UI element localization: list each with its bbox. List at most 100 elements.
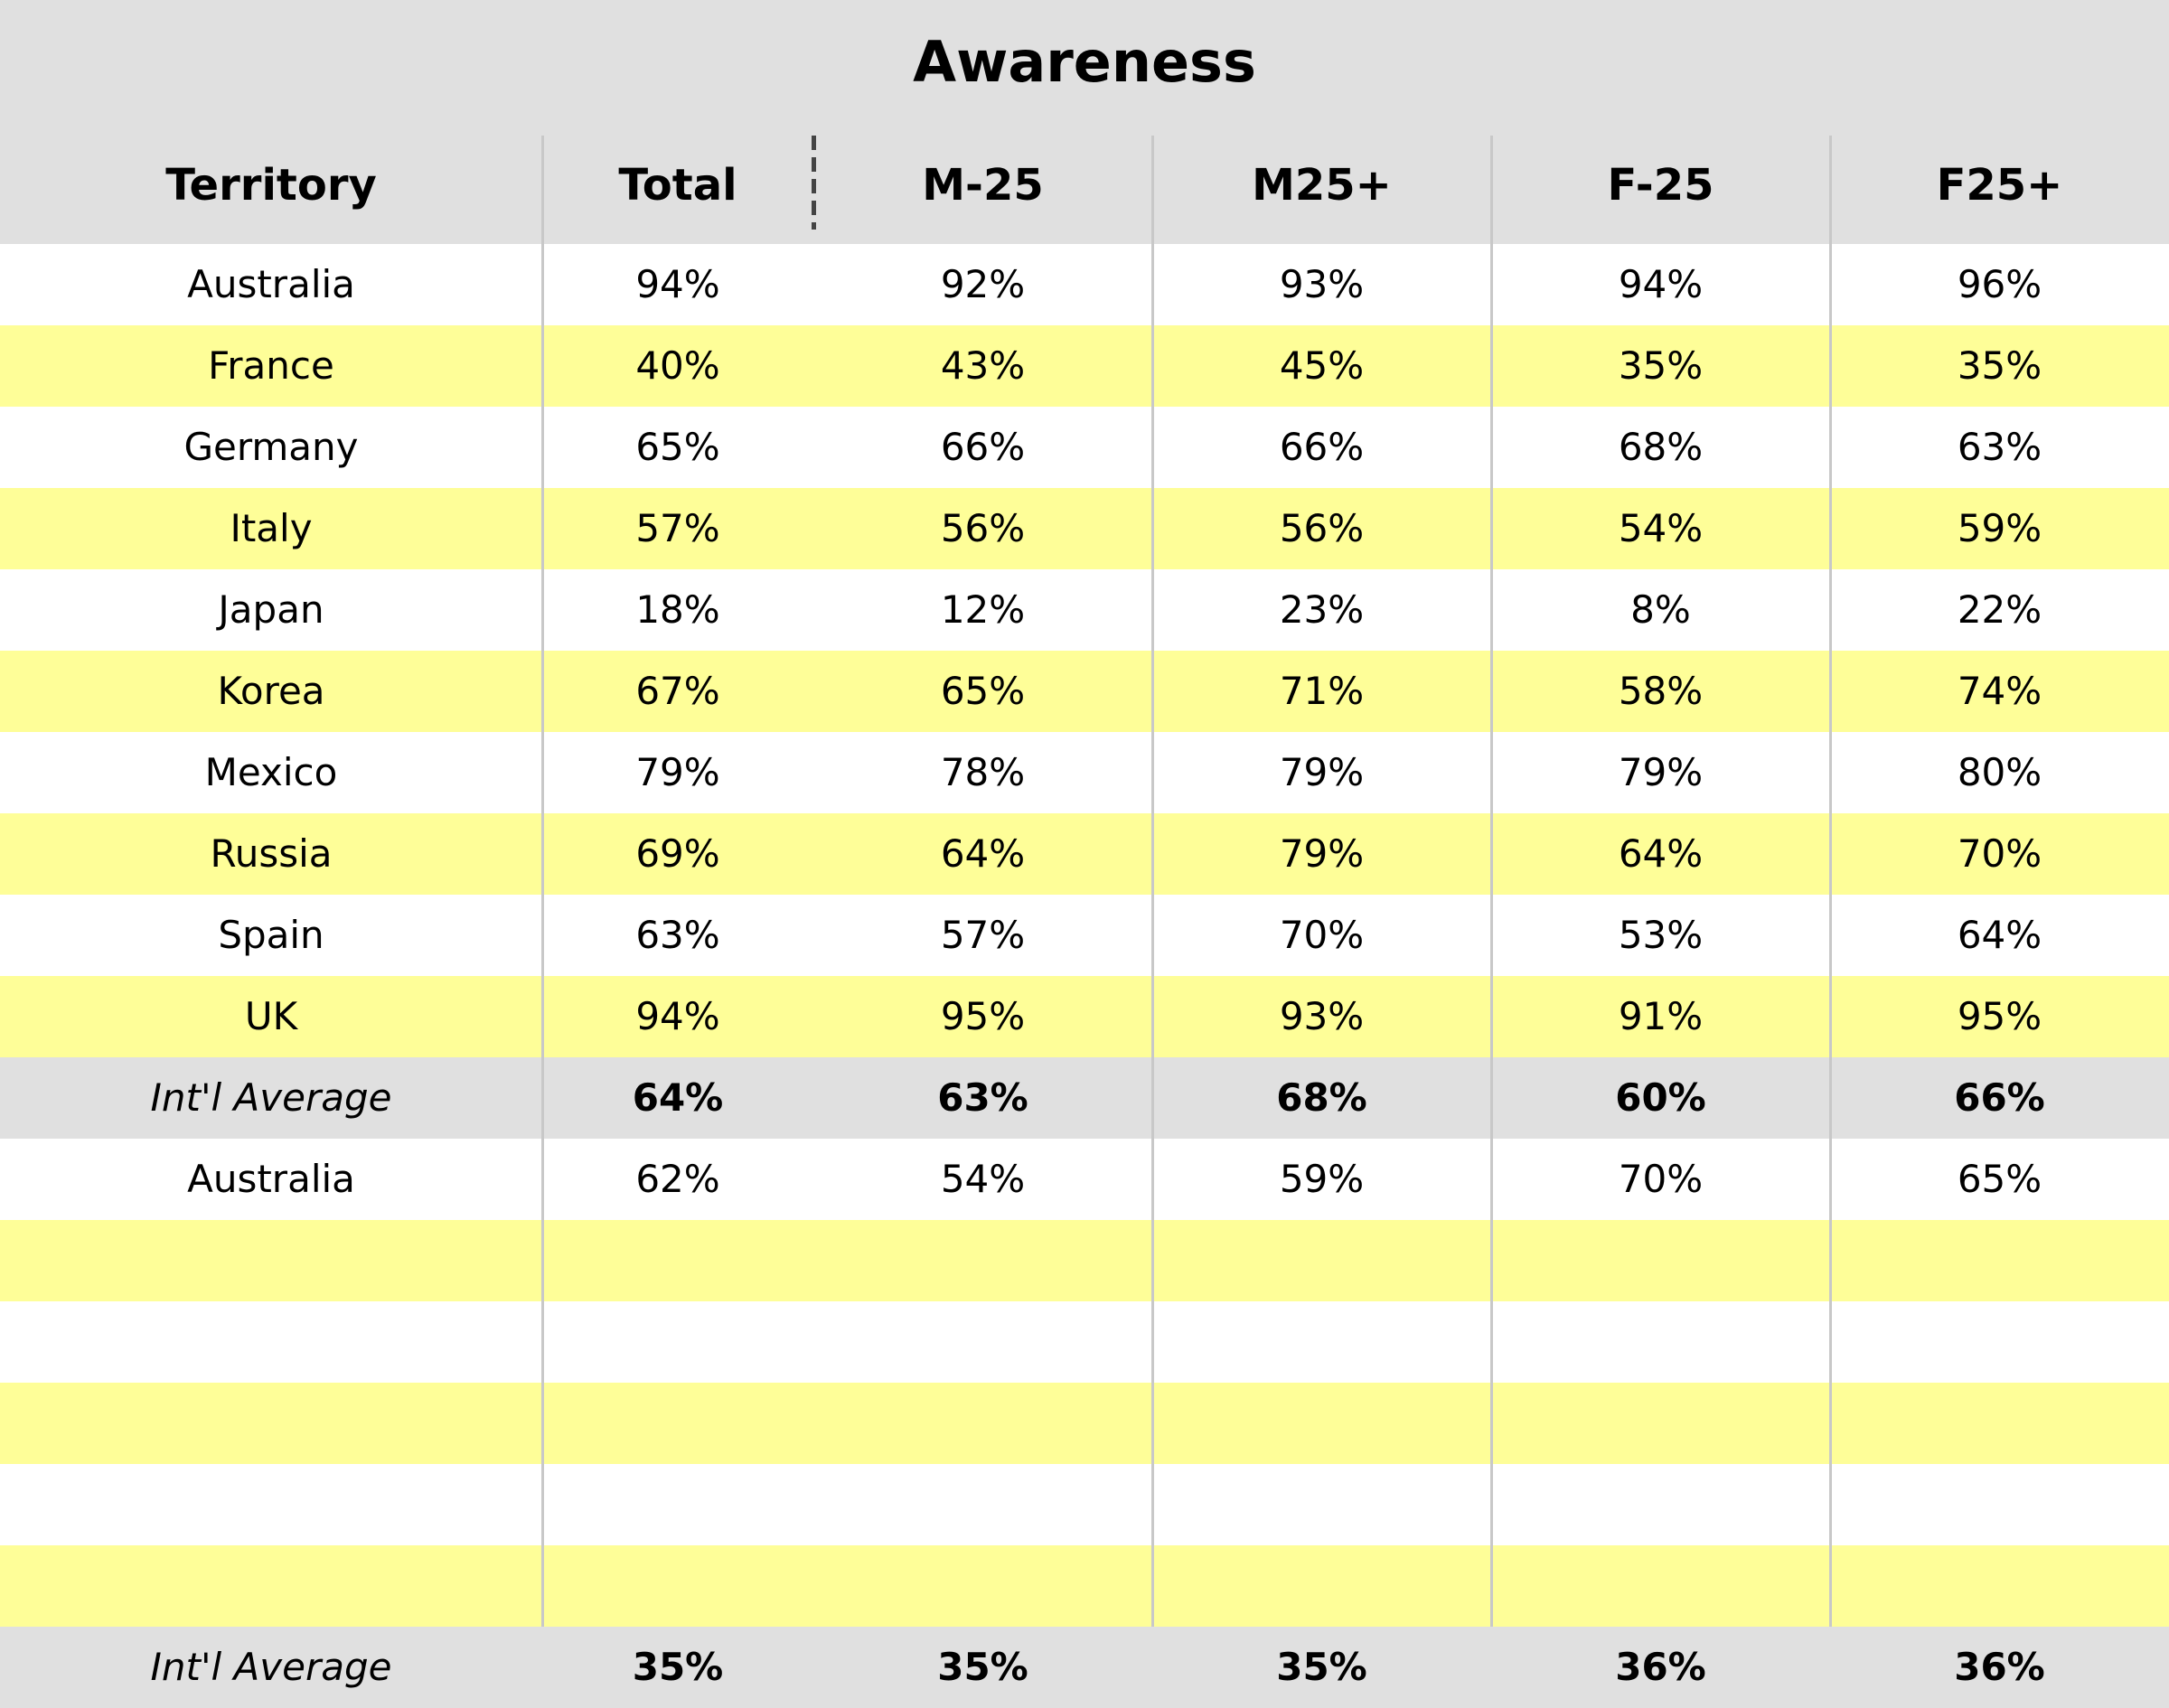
- cell-total: 69%: [635, 831, 720, 876]
- cell-territory: Mexico: [204, 750, 338, 794]
- cell-m-25: 43%: [940, 343, 1026, 388]
- cell-f-25: [1491, 1383, 1830, 1464]
- cell-f-25: 70%: [1618, 1157, 1704, 1201]
- table-row: Russia 69% 64% 79% 64% 70%: [0, 813, 2169, 895]
- cell-f25-plus: [1830, 1220, 2169, 1301]
- cell-territory: Korea: [217, 669, 325, 713]
- table-row: [0, 1220, 2169, 1301]
- cell-territory: [0, 1383, 542, 1464]
- column-header-m25-plus: M25+: [1252, 160, 1392, 211]
- cell-total: 62%: [635, 1157, 720, 1201]
- cell-f25-plus: 64%: [1957, 913, 2042, 957]
- table-row: Spain 63% 57% 70% 53% 64%: [0, 895, 2169, 976]
- cell-f25-plus: 36%: [1954, 1645, 2045, 1689]
- cell-m-25: 78%: [940, 750, 1026, 794]
- cell-f25-plus: 96%: [1957, 262, 2042, 306]
- table-title: Awareness: [913, 29, 1256, 95]
- table-row: Mexico 79% 78% 79% 79% 80%: [0, 732, 2169, 813]
- cell-f-25: [1491, 1464, 1830, 1545]
- cell-m25-plus: [1152, 1301, 1491, 1383]
- table-row: Australia 62% 54% 59% 70% 65%: [0, 1139, 2169, 1220]
- cell-f-25: 35%: [1618, 343, 1704, 388]
- cell-total: 57%: [635, 506, 720, 550]
- cell-m25-plus: [1152, 1383, 1491, 1464]
- cell-f25-plus: 66%: [1954, 1075, 2045, 1120]
- cell-m-25: [813, 1545, 1152, 1627]
- table-row: Korea 67% 65% 71% 58% 74%: [0, 651, 2169, 732]
- cell-f-25: 53%: [1618, 913, 1704, 957]
- cell-m-25: 66%: [940, 425, 1026, 469]
- cell-f25-plus: 80%: [1957, 750, 2042, 794]
- cell-m25-plus: 68%: [1276, 1075, 1367, 1120]
- cell-f25-plus: 65%: [1957, 1157, 2042, 1201]
- cell-m25-plus: 23%: [1279, 587, 1365, 632]
- cell-m25-plus: 71%: [1279, 669, 1365, 713]
- cell-total: 18%: [635, 587, 720, 632]
- cell-m25-plus: 66%: [1279, 425, 1365, 469]
- cell-m25-plus: [1152, 1220, 1491, 1301]
- cell-f-25: 8%: [1630, 587, 1691, 632]
- cell-f25-plus: 95%: [1957, 994, 2042, 1038]
- column-header-f25-plus: F25+: [1936, 160, 2063, 211]
- cell-m-25: [813, 1383, 1152, 1464]
- cell-territory: Spain: [218, 913, 324, 957]
- table-row: [0, 1464, 2169, 1545]
- cell-m25-plus: 79%: [1279, 831, 1365, 876]
- cell-total: [542, 1301, 813, 1383]
- table-row: Australia 94% 92% 93% 94% 96%: [0, 244, 2169, 325]
- average-row: Int'l Average 35% 35% 35% 36% 36%: [0, 1627, 2169, 1708]
- cell-f25-plus: 35%: [1957, 343, 2042, 388]
- cell-m25-plus: [1152, 1545, 1491, 1627]
- cell-total: 65%: [635, 425, 720, 469]
- cell-f-25: [1491, 1301, 1830, 1383]
- cell-m-25: 63%: [937, 1075, 1028, 1120]
- cell-territory: [0, 1220, 542, 1301]
- cell-m-25: [813, 1220, 1152, 1301]
- table-row: Italy 57% 56% 56% 54% 59%: [0, 488, 2169, 569]
- table-row: UK 94% 95% 93% 91% 95%: [0, 976, 2169, 1057]
- cell-territory: UK: [244, 994, 298, 1038]
- cell-m-25: 54%: [940, 1157, 1026, 1201]
- cell-f25-plus: [1830, 1301, 2169, 1383]
- header-band: [0, 0, 2169, 244]
- cell-f-25: 94%: [1618, 262, 1704, 306]
- column-header-f-25: F-25: [1607, 160, 1714, 211]
- cell-m25-plus: 56%: [1279, 506, 1365, 550]
- cell-m-25: 12%: [940, 587, 1026, 632]
- cell-total: 94%: [635, 262, 720, 306]
- cell-territory: Russia: [210, 831, 333, 876]
- column-header-total: Total: [618, 160, 737, 211]
- cell-territory: France: [208, 343, 334, 388]
- cell-f-25: 91%: [1618, 994, 1704, 1038]
- cell-m-25: 57%: [940, 913, 1026, 957]
- cell-m-25: 65%: [940, 669, 1026, 713]
- cell-m-25: 95%: [940, 994, 1026, 1038]
- cell-m-25: 92%: [940, 262, 1026, 306]
- cell-f25-plus: [1830, 1545, 2169, 1627]
- cell-total: [542, 1220, 813, 1301]
- column-divider-line: [1490, 136, 1493, 1627]
- cell-m-25: [813, 1301, 1152, 1383]
- column-divider-line: [1829, 136, 1832, 1627]
- cell-m25-plus: [1152, 1464, 1491, 1545]
- column-header-territory: Territory: [165, 160, 377, 211]
- cell-total: [542, 1545, 813, 1627]
- cell-f-25: 36%: [1615, 1645, 1706, 1689]
- cell-f-25: 58%: [1618, 669, 1704, 713]
- cell-f-25: 68%: [1618, 425, 1704, 469]
- cell-f-25: 54%: [1618, 506, 1704, 550]
- total-divider-dashed: [812, 136, 816, 230]
- cell-territory: [0, 1464, 542, 1545]
- cell-f25-plus: [1830, 1383, 2169, 1464]
- cell-f25-plus: 63%: [1957, 425, 2042, 469]
- cell-m25-plus: 93%: [1279, 994, 1365, 1038]
- cell-m25-plus: 93%: [1279, 262, 1365, 306]
- cell-f25-plus: 74%: [1957, 669, 2042, 713]
- cell-total: 67%: [635, 669, 720, 713]
- cell-m25-plus: 45%: [1279, 343, 1365, 388]
- table-row: Germany 65% 66% 66% 68% 63%: [0, 407, 2169, 488]
- cell-total: 94%: [635, 994, 720, 1038]
- cell-f25-plus: [1830, 1464, 2169, 1545]
- cell-f-25: 60%: [1615, 1075, 1706, 1120]
- table-row: [0, 1545, 2169, 1627]
